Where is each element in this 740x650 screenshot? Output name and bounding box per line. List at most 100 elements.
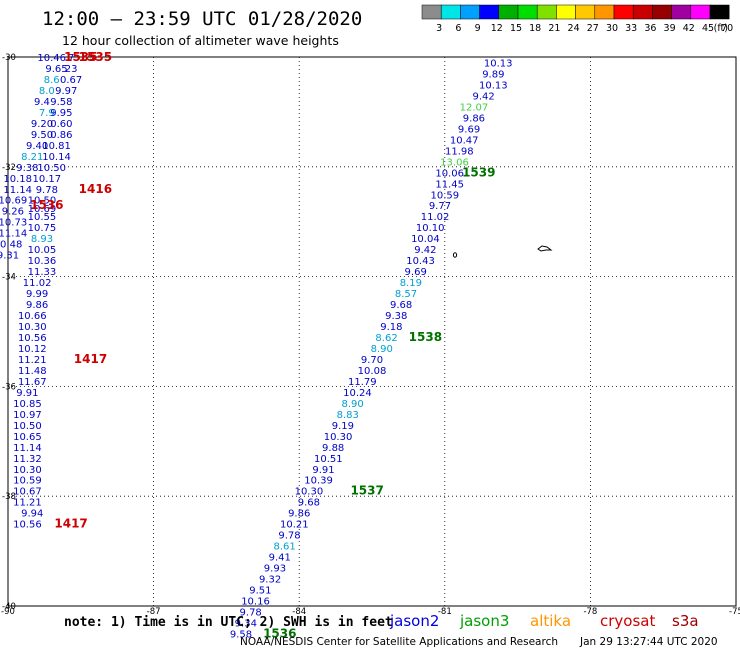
wave-height-label: 9.91 (16, 388, 38, 399)
wave-height-label: 10.59 (13, 476, 42, 487)
wave-height-label: 23 (65, 64, 78, 75)
wave-height-label: 10.06 (435, 168, 464, 179)
pass-time-label: 1537 (350, 484, 383, 498)
lon-tick-label: -84 (292, 607, 306, 617)
wave-height-label: 0.67 (60, 75, 82, 86)
colorbar-label: 30 (606, 23, 618, 34)
wave-height-label: 10.67 (13, 487, 42, 498)
wave-height-label: 10.21 (280, 520, 309, 531)
map-frame (7, 56, 737, 607)
wave-height-label: 10.13 (484, 58, 513, 69)
wave-height-label: 9.42 (414, 245, 436, 256)
wave-height-label: 10.24 (343, 388, 372, 399)
satellite-legend: jason2 jason3 altika cryosat s3a (389, 612, 699, 630)
colorbar-label: 9 (475, 23, 481, 34)
colorbar-swatch (575, 4, 596, 20)
pass-time-label: 1536 (263, 626, 296, 640)
pass-time-label: 1535 (79, 50, 112, 64)
legend-entry-cryosat: cryosat (600, 612, 655, 630)
wave-height-label: 11.21 (13, 498, 42, 509)
wave-height-label: 8.83 (337, 410, 359, 421)
wave-height-label: 9.86 (288, 509, 310, 520)
wave-height-label: 8.6 (44, 75, 60, 86)
island-shape (537, 245, 553, 252)
colorbar-label: 24 (568, 23, 580, 34)
colorbar-swatch (556, 4, 576, 20)
colorbar-label: 36 (644, 23, 656, 34)
wave-height-label: 7 (68, 53, 74, 64)
lon-tick-label: -78 (583, 607, 597, 617)
wave-height-label: 10.69 (0, 196, 27, 207)
wave-height-label: 9.94 (21, 509, 43, 520)
wave-height-label: 9.93 (264, 564, 286, 575)
lat-tick-label: -36 (2, 382, 16, 392)
colorbar: 3 6 9 12 15 18 21 24 27 30 33 36 39 42 45 70(ft) (421, 4, 733, 34)
lat-tick-label: -40 (2, 602, 16, 612)
colorbar-swatch (613, 4, 634, 20)
wave-height-label: 10.05 (28, 245, 57, 256)
wave-height-label: 11.21 (18, 355, 47, 366)
wave-height-label: 9.50 (31, 130, 53, 141)
legend-entry-jason2: jason2 (389, 612, 439, 630)
colorbar-swatch (652, 4, 672, 20)
wave-height-label: 8.21 (21, 152, 43, 163)
wave-height-label: 10.18 (3, 174, 32, 185)
wave-height-label: 9.86 (463, 113, 485, 124)
footer-credit: NOAA/NESDIS Center for Satellite Applica… (240, 636, 558, 648)
wave-height-label: 9.58 (50, 97, 72, 108)
wave-height-label: 10.50 (37, 163, 66, 174)
wave-height-label: 11.98 (445, 146, 474, 157)
lat-tick-label: -34 (2, 273, 16, 283)
wave-height-label: 10.30 (295, 487, 324, 498)
colorbar-swatch (594, 4, 615, 20)
wave-height-label: 8.62 (375, 333, 397, 344)
wave-height-label: 10.47 (450, 135, 479, 146)
wave-height-label: 9.78 (240, 607, 262, 618)
colorbar-label: 15 (510, 23, 522, 34)
wave-height-label: 10.56 (18, 333, 47, 344)
wave-height-label: 10.30 (324, 432, 353, 443)
wave-height-label: 10.66 (18, 311, 47, 322)
wave-height-label: 9.58 (230, 629, 252, 640)
wave-height-label: 11.14 (0, 229, 27, 240)
legend-entry-altika: altika (530, 612, 571, 630)
wave-height-label: 10.13 (479, 80, 508, 91)
legend-entry-jason3: jason3 (459, 612, 509, 630)
wave-height-label: 9.78 (36, 185, 58, 196)
pass-time-label: 1538 (409, 330, 442, 344)
pass-time-label: 1417 (74, 352, 107, 366)
wave-height-label: 8.90 (371, 344, 393, 355)
wave-height-label: 9.68 (298, 498, 320, 509)
colorbar-swatch (479, 4, 500, 20)
wave-height-label: 10.30 (13, 465, 42, 476)
wave-height-label: 8.0 (39, 86, 55, 97)
pass-time-label: 1535 (64, 50, 97, 64)
wave-height-label: 9.38 (385, 311, 407, 322)
wave-height-label: 9.95 (50, 108, 72, 119)
wave-height-label: 9.88 (322, 443, 344, 454)
wave-height-label: 11.33 (28, 267, 57, 278)
wave-height-label: 8.57 (395, 289, 417, 300)
wave-height-label: 9.31 (0, 251, 19, 262)
lon-tick-label: -75 (729, 607, 740, 617)
wave-height-label: 11.45 (435, 179, 464, 190)
colorbar-label: 45 (702, 23, 714, 34)
colorbar-swatch (671, 4, 692, 20)
lat-tick-label: -38 (2, 492, 16, 502)
wave-height-label: 10.04 (411, 234, 440, 245)
wave-height-label: 9.78 (278, 531, 300, 542)
colorbar-swatch (460, 4, 480, 20)
colorbar-label: 42 (683, 23, 695, 34)
wave-height-label: 9.51 (249, 586, 271, 597)
lon-tick-label: -90 (1, 607, 15, 617)
wave-height-label: 10.69 (28, 204, 57, 215)
lon-tick-label: -87 (147, 607, 161, 617)
wave-height-label: 10.36 (28, 256, 57, 267)
wave-height-label: 8.90 (341, 399, 363, 410)
wave-height-label: 10.43 (406, 256, 435, 267)
colorbar-label: 12 (491, 23, 503, 34)
colorbar-label: 21 (548, 23, 560, 34)
colorbar-swatch (517, 4, 538, 20)
wave-height-label: 10.81 (42, 141, 71, 152)
colorbar-swatch (690, 4, 711, 20)
